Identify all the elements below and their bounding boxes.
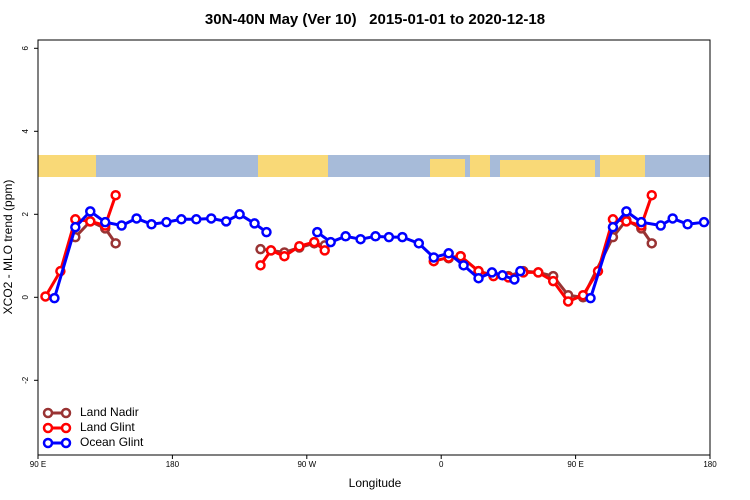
- data-point: [309, 236, 320, 248]
- data-point: [131, 213, 142, 224]
- data-point: [279, 250, 290, 262]
- data-point: [40, 291, 51, 302]
- data-point: [370, 231, 381, 242]
- map-strip: [38, 155, 710, 177]
- data-point: [191, 214, 202, 225]
- x-tick-label: 180: [703, 460, 717, 469]
- data-point: [621, 206, 632, 217]
- data-point: [312, 226, 323, 238]
- land-strip: [500, 160, 595, 177]
- data-point: [234, 209, 245, 220]
- data-point: [383, 231, 395, 243]
- data-point: [397, 231, 408, 243]
- data-point: [205, 213, 217, 224]
- data-point: [99, 216, 111, 228]
- legend-swatch-point: [60, 407, 72, 419]
- data-point: [585, 292, 596, 304]
- data-point: [655, 220, 666, 231]
- data-point: [458, 260, 469, 271]
- y-tick-label: 2: [21, 212, 30, 217]
- data-point: [261, 226, 272, 238]
- data-point: [413, 238, 425, 249]
- data-point: [110, 238, 121, 249]
- data-point: [176, 214, 187, 225]
- data-point: [265, 245, 277, 256]
- data-point: [220, 216, 232, 227]
- x-tick-label: 90 E: [30, 460, 46, 469]
- data-point: [340, 231, 351, 242]
- data-point: [486, 267, 498, 278]
- data-point: [319, 245, 330, 256]
- legend-label: Ocean Glint: [80, 435, 144, 449]
- data-point: [547, 275, 559, 287]
- data-point: [533, 267, 544, 278]
- data-point: [85, 216, 96, 227]
- data-point: [473, 272, 484, 284]
- y-tick-label: -2: [21, 376, 30, 384]
- data-point: [562, 296, 574, 307]
- data-point: [497, 270, 508, 281]
- x-tick-label: 90 W: [297, 460, 316, 469]
- data-point: [116, 220, 127, 231]
- data-point: [146, 219, 157, 230]
- data-point: [646, 238, 658, 249]
- legend-label: Land Nadir: [80, 405, 139, 419]
- x-tick-label: 180: [166, 460, 180, 469]
- data-point: [255, 243, 266, 255]
- data-point: [621, 216, 632, 227]
- y-tick-label: 4: [21, 129, 30, 134]
- data-point: [646, 189, 658, 201]
- data-point: [249, 218, 260, 229]
- data-point: [70, 221, 81, 233]
- y-tick-label: 0: [21, 295, 30, 300]
- legend-label: Land Glint: [80, 420, 135, 434]
- data-point: [325, 236, 336, 248]
- y-tick-label: 6: [21, 46, 30, 51]
- data-point: [682, 219, 693, 230]
- data-point: [355, 233, 366, 245]
- land-strip: [600, 155, 645, 177]
- x-axis-label: Longitude: [349, 476, 402, 490]
- x-tick-label: 0: [439, 460, 444, 469]
- x-tick-label: 90 E: [567, 460, 583, 469]
- data-point: [85, 206, 96, 217]
- legend-swatch-point: [60, 437, 72, 449]
- plot-frame: [37, 39, 711, 456]
- data-point: [515, 265, 526, 277]
- data-point: [49, 292, 60, 304]
- land-strip: [430, 159, 465, 177]
- land-strip: [470, 155, 490, 177]
- data-point: [698, 216, 710, 228]
- land-strip: [38, 155, 96, 177]
- data-point: [607, 221, 619, 233]
- land-strip: [258, 155, 328, 177]
- data-point: [161, 216, 172, 228]
- data-point: [509, 274, 520, 285]
- data-point: [110, 189, 121, 201]
- data-point: [667, 213, 678, 224]
- data-point: [294, 241, 305, 252]
- data-point: [455, 250, 466, 262]
- y-axis-label: XCO2 - MLO trend (ppm): [1, 180, 15, 315]
- data-point: [255, 260, 266, 271]
- data-point: [428, 252, 439, 263]
- chart-title: 30N-40N May (Ver 10) 2015-01-01 to 2020-…: [205, 11, 545, 28]
- legend-swatch-point: [42, 437, 54, 449]
- legend-swatch-point: [42, 407, 54, 419]
- legend-swatch-point: [60, 422, 72, 434]
- legend-swatch-point: [42, 422, 54, 434]
- data-point: [443, 248, 454, 259]
- data-point: [636, 216, 647, 228]
